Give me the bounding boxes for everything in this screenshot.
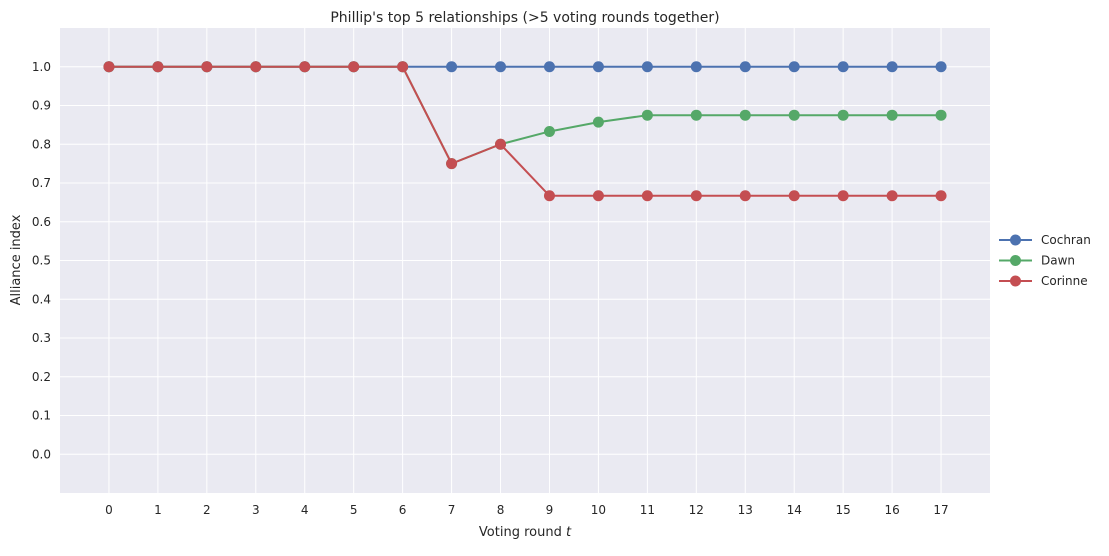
data-point <box>935 109 947 121</box>
data-point <box>886 190 898 202</box>
data-point <box>690 109 702 121</box>
data-point <box>641 190 653 202</box>
data-point <box>495 61 507 73</box>
data-point <box>592 61 604 73</box>
y-tick-label: 1.0 <box>32 60 51 74</box>
chart-title: Phillip's top 5 relationships (>5 voting… <box>330 10 719 26</box>
series-corinne <box>103 61 947 202</box>
series-line <box>108 65 942 197</box>
data-point <box>837 109 849 121</box>
data-point <box>592 190 604 202</box>
data-point <box>641 109 653 121</box>
legend-item-cochran: Cochran <box>999 233 1091 247</box>
data-point <box>788 109 800 121</box>
data-point <box>543 125 555 137</box>
data-point <box>592 116 604 128</box>
x-tick-label: 9 <box>546 503 554 517</box>
data-point <box>446 158 458 170</box>
x-tick-label: 13 <box>738 503 753 517</box>
data-point <box>201 61 213 73</box>
data-point <box>739 190 751 202</box>
x-tick-label: 1 <box>154 503 162 517</box>
data-point <box>495 138 507 150</box>
x-axis-label: Voting round t <box>479 525 572 540</box>
y-tick-label: 0.8 <box>32 137 51 151</box>
x-tick-labels: 0 1 2 3 4 5 6 7 8 9 10 11 12 13 14 15 16 17 <box>105 503 949 517</box>
legend-label: Corinne <box>1041 274 1088 288</box>
y-tick-label: 0.0 <box>32 447 51 461</box>
data-point <box>543 190 555 202</box>
y-tick-label: 0.9 <box>32 99 51 113</box>
legend-label: Dawn <box>1041 254 1075 268</box>
data-point <box>348 61 360 73</box>
x-tick-label: 17 <box>933 503 948 517</box>
x-tick-label: 7 <box>448 503 456 517</box>
data-point <box>788 61 800 73</box>
y-tick-label: 0.6 <box>32 215 51 229</box>
x-tick-label: 16 <box>884 503 899 517</box>
legend-marker <box>1010 275 1021 287</box>
y-tick-label: 0.2 <box>32 370 51 384</box>
x-tick-label: 12 <box>689 503 704 517</box>
grid <box>60 28 990 493</box>
y-tick-label: 0.5 <box>32 254 51 268</box>
x-tick-label: 15 <box>836 503 851 517</box>
data-point <box>739 61 751 73</box>
legend-marker <box>1010 234 1021 246</box>
y-tick-label: 0.1 <box>32 409 51 423</box>
y-tick-label: 0.3 <box>32 331 51 345</box>
data-point <box>690 190 702 202</box>
x-tick-label: 6 <box>399 503 407 517</box>
data-point <box>543 61 555 73</box>
data-point <box>397 61 409 73</box>
data-point <box>690 61 702 73</box>
x-tick-label: 14 <box>787 503 802 517</box>
legend-label: Cochran <box>1041 233 1091 247</box>
data-point <box>641 61 653 73</box>
x-tick-label: 2 <box>203 503 211 517</box>
y-tick-label: 0.7 <box>32 176 51 190</box>
data-point <box>837 61 849 73</box>
data-point <box>788 190 800 202</box>
data-point <box>250 61 262 73</box>
x-tick-label: 4 <box>301 503 309 517</box>
x-tick-label: 5 <box>350 503 358 517</box>
data-point <box>103 61 115 73</box>
legend-item-dawn: Dawn <box>999 254 1075 268</box>
data-point <box>152 61 164 73</box>
data-point <box>739 109 751 121</box>
y-tick-labels: 0.0 0.1 0.2 0.3 0.4 0.5 0.6 0.7 0.8 0.9 1.0 <box>32 60 51 462</box>
series-layer <box>103 61 947 202</box>
x-tick-label: 3 <box>252 503 260 517</box>
x-tick-label: 11 <box>640 503 655 517</box>
data-point <box>935 190 947 202</box>
data-point <box>886 109 898 121</box>
legend-marker <box>1010 255 1021 266</box>
x-tick-label: 10 <box>591 503 606 517</box>
data-point <box>446 61 458 73</box>
legend-item-corinne: Corinne <box>999 274 1088 288</box>
data-point <box>935 61 947 73</box>
data-point <box>837 190 849 202</box>
legend: Cochran Dawn Corinne <box>999 233 1091 288</box>
y-axis-label: Alliance index <box>9 214 24 305</box>
x-tick-label: 0 <box>105 503 113 517</box>
x-tick-label: 8 <box>497 503 505 517</box>
y-tick-label: 0.4 <box>32 292 51 306</box>
data-point <box>299 61 311 73</box>
data-point <box>886 61 898 73</box>
